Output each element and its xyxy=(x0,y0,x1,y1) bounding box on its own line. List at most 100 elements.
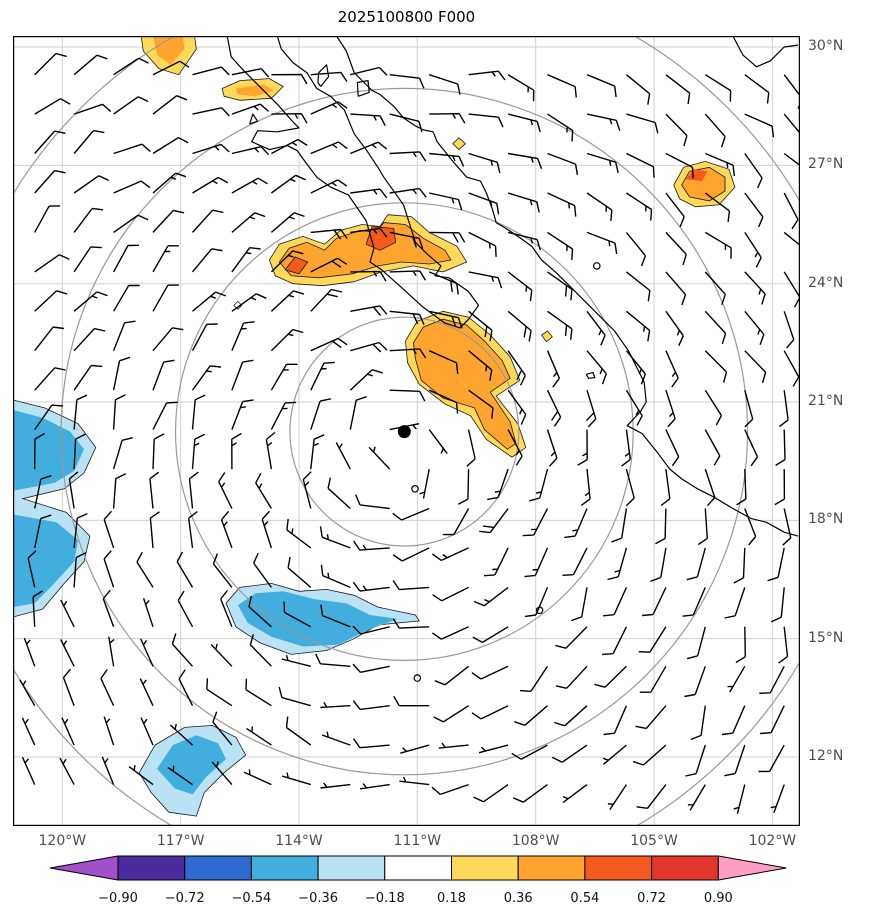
wind-barb xyxy=(586,152,619,174)
wind-barb xyxy=(73,291,108,312)
wind-barb xyxy=(152,433,165,470)
wind-barb xyxy=(206,678,233,707)
wind-barb xyxy=(73,103,112,115)
wind-barb xyxy=(771,587,785,623)
wind-barb xyxy=(34,52,67,76)
wind-barb xyxy=(551,744,588,763)
y-tick-label: 18°N xyxy=(808,511,844,528)
wind-barb xyxy=(507,271,533,302)
wind-barb xyxy=(191,394,206,430)
calm-wind-circle xyxy=(413,674,422,682)
wind-barb xyxy=(428,389,459,414)
wind-barb xyxy=(389,270,427,281)
wind-barb xyxy=(128,765,154,786)
wind-barb xyxy=(744,508,757,546)
wind-barb xyxy=(524,587,549,618)
wind-barb xyxy=(468,192,500,215)
wind-barb xyxy=(188,471,199,509)
wind-barb xyxy=(140,638,154,667)
wind-barb xyxy=(34,254,70,273)
wind-barb xyxy=(349,369,384,391)
calm-wind-circle xyxy=(411,484,419,493)
wind-barb xyxy=(392,507,430,521)
wind-barb xyxy=(73,175,109,194)
wind-barb xyxy=(21,756,36,785)
colorbar-segment xyxy=(317,855,386,881)
wind-barb xyxy=(389,348,427,359)
wind-barb xyxy=(231,321,255,351)
colorbar-under-arrow xyxy=(49,855,119,881)
wind-barb xyxy=(665,310,684,346)
wind-barb xyxy=(586,113,621,131)
wind-barb xyxy=(270,250,304,273)
wind-barb xyxy=(220,589,233,628)
wind-barb xyxy=(389,151,427,162)
colorbar-segment xyxy=(451,855,519,881)
wind-barb xyxy=(625,350,647,385)
wind-barb xyxy=(310,101,348,115)
wind-barb xyxy=(736,469,747,506)
wind-barb xyxy=(704,74,732,102)
wind-barb xyxy=(433,705,469,723)
wind-barb xyxy=(34,367,66,391)
colorbar-tick-label: 0.36 xyxy=(504,891,533,906)
wind-barb xyxy=(774,469,786,506)
contour-region xyxy=(452,137,467,151)
wind-barb xyxy=(519,665,549,692)
wind-barb xyxy=(178,669,194,707)
wind-barb xyxy=(271,113,308,124)
wind-barb xyxy=(744,74,770,104)
contour-region xyxy=(157,735,226,795)
wind-barb xyxy=(744,390,754,428)
wind-barb xyxy=(603,705,628,736)
wind-barb xyxy=(442,508,470,536)
wind-barb xyxy=(642,587,667,617)
contour-region xyxy=(237,591,398,647)
wind-barb xyxy=(468,152,501,174)
wind-barb xyxy=(149,511,160,548)
wind-barb xyxy=(507,231,541,251)
wind-barb xyxy=(547,152,579,176)
wind-barb xyxy=(352,663,390,673)
y-tick-label: 15°N xyxy=(808,629,844,646)
contour-region xyxy=(685,169,708,182)
wind-barb xyxy=(286,518,312,549)
wind-barb xyxy=(468,310,493,342)
wind-barb xyxy=(547,74,577,98)
wind-barb xyxy=(34,404,63,431)
wind-barb xyxy=(471,665,509,680)
wind-barb xyxy=(468,389,494,419)
y-tick-label: 30°N xyxy=(808,38,844,55)
wind-barb xyxy=(350,270,387,282)
wind-barb xyxy=(32,590,43,627)
wind-barb xyxy=(191,209,224,233)
x-tick-label: 111°W xyxy=(393,833,442,849)
calm-wind-circle xyxy=(592,262,601,270)
wind-barb xyxy=(586,74,617,98)
wind-barb xyxy=(320,564,351,589)
wind-barb xyxy=(759,665,785,694)
colorbar-segment xyxy=(184,855,252,881)
wind-barb xyxy=(432,586,469,602)
wind-barb xyxy=(389,389,426,402)
wind-barb xyxy=(507,113,541,133)
wind-barb xyxy=(310,179,348,194)
wind-barb xyxy=(431,783,469,796)
wind-barb xyxy=(191,365,222,391)
wind-barb xyxy=(21,717,36,746)
wind-barb xyxy=(602,626,628,656)
wind-barb xyxy=(783,192,799,230)
wind-barb xyxy=(392,580,430,591)
wind-barb xyxy=(152,60,190,76)
wind-barb xyxy=(248,595,272,628)
wind-barb xyxy=(468,70,506,81)
colorbar-tick-label: 0.72 xyxy=(637,891,666,906)
wind-barb xyxy=(349,396,367,430)
wind-barb xyxy=(744,271,766,305)
wind-barb xyxy=(457,469,470,505)
wind-barb xyxy=(636,784,667,809)
wind-barb xyxy=(665,389,676,428)
wind-barb xyxy=(140,717,154,746)
colorbar-segment xyxy=(584,855,653,881)
wind-barb xyxy=(34,514,52,549)
